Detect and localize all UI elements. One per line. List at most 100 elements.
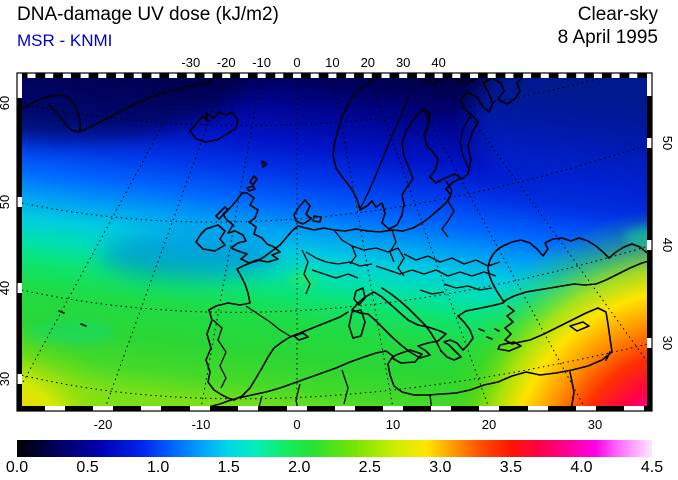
frame-tick-gap xyxy=(624,406,644,411)
frame-tick-gap xyxy=(487,73,496,78)
frame-tick-gap xyxy=(133,73,142,78)
frame-tick-gap xyxy=(431,406,451,411)
axis-labels: -30 -20 -10 0 10 20 30 40 -20 -10 0 10 20 30 60 50 40 30 5… xyxy=(0,55,675,432)
frame-tick-gap xyxy=(45,406,65,411)
frame-tick-gap xyxy=(479,406,499,411)
frame-tick-gap xyxy=(540,73,549,78)
country-borders xyxy=(212,96,501,411)
frame-tick-gap xyxy=(116,73,124,78)
frame-tick-gap xyxy=(238,406,258,411)
frame-tick-gap xyxy=(239,73,248,78)
frame-tick-gap xyxy=(346,73,355,78)
colorbar-tick-label: 0.0 xyxy=(5,459,29,476)
frame-tick-gap xyxy=(647,240,652,250)
coast-crete-cyprus-aegean xyxy=(478,321,590,352)
frame-tick-gap xyxy=(17,283,22,293)
colorbar-tick-label: 2.0 xyxy=(288,459,311,476)
frame-tick-gap xyxy=(647,338,652,348)
frame-tick-gap xyxy=(611,73,620,78)
frame-tick-gap xyxy=(523,73,532,78)
top-axis-label: 0 xyxy=(293,55,300,70)
colorbar-tick-label: 0.5 xyxy=(76,459,99,476)
left-axis-label: 50 xyxy=(0,195,12,209)
condition-label: Clear-sky xyxy=(577,4,658,25)
top-axis-label: -30 xyxy=(181,55,200,70)
colorbar-tick-label: 3.5 xyxy=(499,459,522,476)
right-axis-label: 30 xyxy=(660,336,675,350)
frame-tick-gap xyxy=(80,73,89,78)
coast-balkans-greece xyxy=(381,287,504,361)
source-label: MSR - KNMI xyxy=(17,31,113,50)
graticule xyxy=(17,73,652,411)
frame-tick-gap xyxy=(381,73,390,78)
bottom-axis-label: 10 xyxy=(386,417,400,432)
frame-tick-gap xyxy=(593,73,602,78)
coast-west-europe-iberia xyxy=(205,230,349,401)
bottom-axis-label: -20 xyxy=(94,417,113,432)
frame-tick-gap xyxy=(576,406,596,411)
right-axis-label: 50 xyxy=(660,136,675,150)
coast-greenland xyxy=(17,73,214,133)
frame-tick-gap xyxy=(275,73,284,78)
frame-tick-gap xyxy=(383,406,403,411)
bottom-axis-label: 30 xyxy=(588,417,602,432)
frame-tick-gap xyxy=(93,406,113,411)
frame-tick-gap xyxy=(647,138,652,148)
frame-tick-gap xyxy=(399,73,408,78)
coast-corsica-sardinia xyxy=(348,287,366,339)
colorbar-labels: 0.0 0.5 1.0 1.5 2.0 2.5 3.0 3.5 4.0 4.5 xyxy=(0,459,678,479)
frame-tick-gap xyxy=(27,73,36,78)
colorbar xyxy=(17,440,652,457)
frame-tick-gap xyxy=(45,73,54,78)
frame-tick-gap xyxy=(576,73,585,78)
frame-tick-gap xyxy=(629,73,638,78)
coast-egypt-lines xyxy=(569,351,611,411)
colorbar-tick-label: 2.5 xyxy=(358,459,381,476)
coast-iceland xyxy=(189,111,239,143)
coast-italy xyxy=(351,291,447,359)
frame-tick-gap xyxy=(363,73,372,78)
frame-tick-gap xyxy=(558,73,567,78)
colorbar-tick-label: 3.0 xyxy=(429,459,452,476)
map-frame-ticks xyxy=(17,73,652,411)
top-axis-label: 20 xyxy=(361,55,375,70)
colorbar-tick-label: 4.5 xyxy=(640,459,664,476)
frame-tick-gap xyxy=(186,73,195,78)
frame-tick-gap xyxy=(190,406,210,411)
frame-tick-gap xyxy=(151,73,160,78)
frame-tick-gap xyxy=(470,73,478,78)
bottom-axis-label: 0 xyxy=(293,417,300,432)
frame-tick-gap xyxy=(310,73,319,78)
frame-tick-gap xyxy=(62,73,71,78)
frame-tick-gap xyxy=(328,73,337,78)
frame-tick-gap xyxy=(528,406,548,411)
bottom-axis-label: -10 xyxy=(192,417,211,432)
top-axis-label: -20 xyxy=(217,55,236,70)
frame-tick-gap xyxy=(17,374,22,384)
colorbar-tick-label: 1.0 xyxy=(146,459,170,476)
frame-tick-gap xyxy=(434,73,443,78)
coast-turkey-levant-africa xyxy=(196,305,613,411)
colorbar-tick-label: 1.5 xyxy=(217,459,240,476)
colorbar-tick-label: 4.0 xyxy=(570,459,593,476)
frame-tick-gap xyxy=(17,197,22,207)
frame-tick-gap xyxy=(335,406,355,411)
frame-tick-gap xyxy=(98,73,107,78)
left-axis-label: 60 xyxy=(0,96,12,110)
frame-tick-gap xyxy=(287,406,307,411)
colorbar-gradient xyxy=(17,440,652,457)
coast-ireland xyxy=(195,224,226,252)
frame-tick-gap xyxy=(257,73,266,78)
bottom-axis-label: 20 xyxy=(482,417,496,432)
frame-tick-gap xyxy=(141,406,161,411)
map-frame xyxy=(16,72,653,412)
frame-tick-gap xyxy=(169,73,178,78)
frame-tick-gap xyxy=(204,73,213,78)
coast-denmark xyxy=(293,199,322,225)
top-axis-label: 40 xyxy=(431,55,445,70)
frame-tick-gap xyxy=(452,73,461,78)
top-axis-label: 10 xyxy=(325,55,339,70)
frame-tick-gap xyxy=(222,73,231,78)
